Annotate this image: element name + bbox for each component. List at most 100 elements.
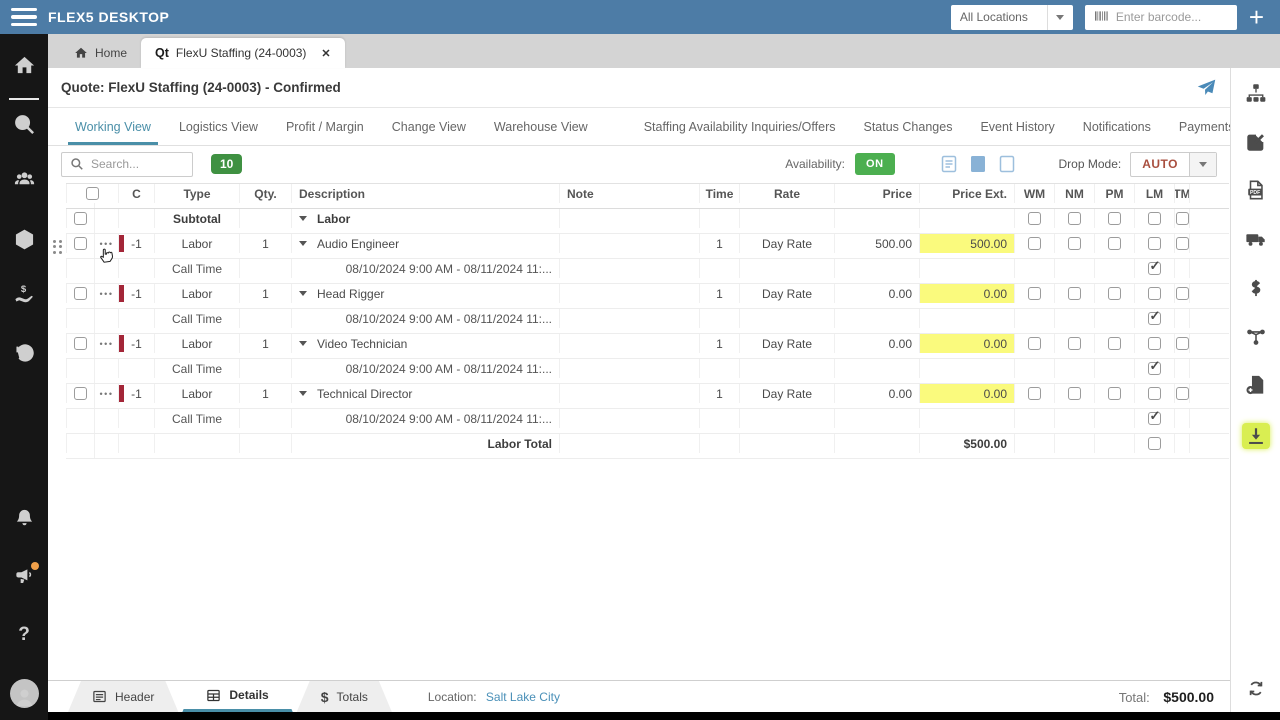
footer-tab-totals[interactable]: $ Totals [297, 681, 392, 712]
sidebar-hand-dollar-icon[interactable]: $ [0, 283, 48, 306]
sidebar-sitemap-icon[interactable] [1245, 82, 1267, 104]
cell-price-ext[interactable]: 500.00 [920, 234, 1015, 253]
nm-checkbox[interactable] [1068, 237, 1081, 250]
row-menu-icon[interactable]: ••• [95, 284, 119, 303]
tm-checkbox[interactable] [1175, 387, 1189, 400]
wm-checkbox[interactable] [1028, 212, 1041, 225]
sidebar-history-icon[interactable] [0, 342, 48, 365]
sidebar-share-icon[interactable] [1245, 326, 1267, 348]
sidebar-download-icon[interactable] [1241, 423, 1270, 449]
lm-checkbox[interactable] [1148, 212, 1161, 225]
cell-price-ext[interactable]: 0.00 [920, 284, 1015, 303]
row-checkbox[interactable] [74, 237, 87, 250]
cell-price-ext[interactable]: 0.00 [920, 384, 1015, 403]
document-lines-icon[interactable] [941, 155, 957, 173]
sidebar-home-icon[interactable] [0, 54, 48, 77]
nm-checkbox[interactable] [1068, 212, 1081, 225]
lm-checkbox[interactable] [1148, 387, 1161, 400]
sidebar-dollar-icon[interactable] [1245, 277, 1267, 299]
lm-checkbox[interactable] [1148, 237, 1161, 250]
view-tab-change-view[interactable]: Change View [378, 108, 480, 145]
document-filled-icon[interactable] [970, 155, 986, 173]
drop-mode-select[interactable]: AUTO [1130, 151, 1217, 177]
sidebar-search-icon[interactable] [0, 113, 48, 136]
document-blank-icon[interactable] [999, 155, 1015, 173]
pm-checkbox[interactable] [1108, 337, 1121, 350]
nm-checkbox[interactable] [1068, 337, 1081, 350]
tab-flexu-staffing[interactable]: Qt FlexU Staffing (24-0003) ✕ [141, 38, 345, 68]
row-menu-icon[interactable]: ••• [95, 234, 119, 253]
sidebar-pdf-icon[interactable]: PDF [1245, 179, 1267, 201]
wm-checkbox[interactable] [1028, 337, 1041, 350]
lm-checkbox[interactable] [1148, 337, 1161, 350]
availability-toggle[interactable]: ON [855, 153, 895, 175]
tab-home[interactable]: Home [60, 38, 141, 68]
lm-checkbox[interactable] [1148, 409, 1161, 425]
sidebar-box-icon[interactable] [0, 228, 48, 251]
sidebar-edit-icon[interactable] [1245, 131, 1267, 153]
pm-checkbox[interactable] [1108, 287, 1121, 300]
close-icon[interactable]: ✕ [321, 47, 331, 60]
view-tab-event-history[interactable]: Event History [966, 108, 1068, 145]
row-menu-icon[interactable]: ••• [95, 334, 119, 353]
sidebar-users-icon[interactable] [0, 168, 48, 191]
chevron-down-icon[interactable] [299, 291, 307, 296]
wm-checkbox[interactable] [1028, 387, 1041, 400]
chevron-down-icon[interactable] [299, 216, 307, 221]
wm-checkbox[interactable] [1028, 287, 1041, 300]
lm-checkbox[interactable] [1148, 259, 1161, 275]
tm-checkbox[interactable] [1175, 337, 1189, 350]
view-tab-notifications[interactable]: Notifications [1069, 108, 1165, 145]
tm-checkbox[interactable] [1175, 237, 1189, 250]
send-icon[interactable] [1196, 77, 1217, 98]
row-drag-handle[interactable] [51, 239, 64, 255]
sidebar-file-add-icon[interactable] [1245, 374, 1267, 396]
nm-checkbox[interactable] [1068, 387, 1081, 400]
row-checkbox[interactable] [74, 387, 87, 400]
menu-icon[interactable] [0, 7, 48, 27]
sidebar-truck-icon[interactable] [1245, 228, 1267, 250]
view-tab-payments[interactable]: Payments [1165, 108, 1249, 145]
view-tab-profit-margin[interactable]: Profit / Margin [272, 108, 378, 145]
barcode-input[interactable]: Enter barcode... [1084, 4, 1237, 30]
lm-checkbox[interactable] [1148, 437, 1161, 450]
pm-checkbox[interactable] [1108, 237, 1121, 250]
refresh-icon[interactable] [1246, 679, 1265, 703]
nm-checkbox[interactable] [1068, 287, 1081, 300]
view-tab-status-changes[interactable]: Status Changes [850, 108, 967, 145]
row-checkbox[interactable] [74, 287, 87, 300]
cell-price-ext[interactable]: 0.00 [920, 334, 1015, 353]
sidebar-help-icon[interactable]: ? [18, 624, 30, 645]
lm-checkbox[interactable] [1148, 287, 1161, 300]
chevron-down-icon[interactable] [1046, 4, 1073, 30]
row-checkbox[interactable] [74, 212, 87, 225]
pm-checkbox[interactable] [1108, 387, 1121, 400]
chevron-down-icon[interactable] [1189, 152, 1216, 176]
tm-checkbox[interactable] [1175, 287, 1189, 300]
location-selector[interactable]: All Locations [950, 4, 1073, 30]
view-tab-warehouse-view[interactable]: Warehouse View [480, 108, 602, 145]
pm-checkbox[interactable] [1108, 212, 1121, 225]
view-tab-staffing-availability-inquiries-offers[interactable]: Staffing Availability Inquiries/Offers [630, 108, 850, 145]
sidebar-bell-icon[interactable] [0, 507, 48, 530]
wm-checkbox[interactable] [1028, 237, 1041, 250]
select-all-checkbox[interactable] [86, 187, 99, 200]
footer-tab-header[interactable]: Header [68, 681, 178, 712]
footer-tab-details[interactable]: Details [182, 681, 292, 712]
chevron-down-icon[interactable] [299, 341, 307, 346]
row-menu-icon-text: ••• [99, 288, 114, 299]
sidebar-avatar[interactable] [0, 679, 48, 708]
lm-checkbox[interactable] [1148, 309, 1161, 325]
sidebar-megaphone-icon[interactable] [0, 562, 48, 588]
chevron-down-icon[interactable] [299, 391, 307, 396]
view-tab-logistics-view[interactable]: Logistics View [165, 108, 272, 145]
location-link[interactable]: Salt Lake City [485, 689, 560, 704]
search-input[interactable]: Search... [61, 151, 193, 177]
row-checkbox[interactable] [74, 337, 87, 350]
view-tab-working-view[interactable]: Working View [61, 108, 165, 145]
add-icon[interactable]: + [1248, 2, 1264, 32]
lm-checkbox[interactable] [1148, 359, 1161, 375]
row-menu-icon[interactable]: ••• [95, 384, 119, 403]
chevron-down-icon[interactable] [299, 241, 307, 246]
tm-checkbox[interactable] [1175, 212, 1189, 225]
